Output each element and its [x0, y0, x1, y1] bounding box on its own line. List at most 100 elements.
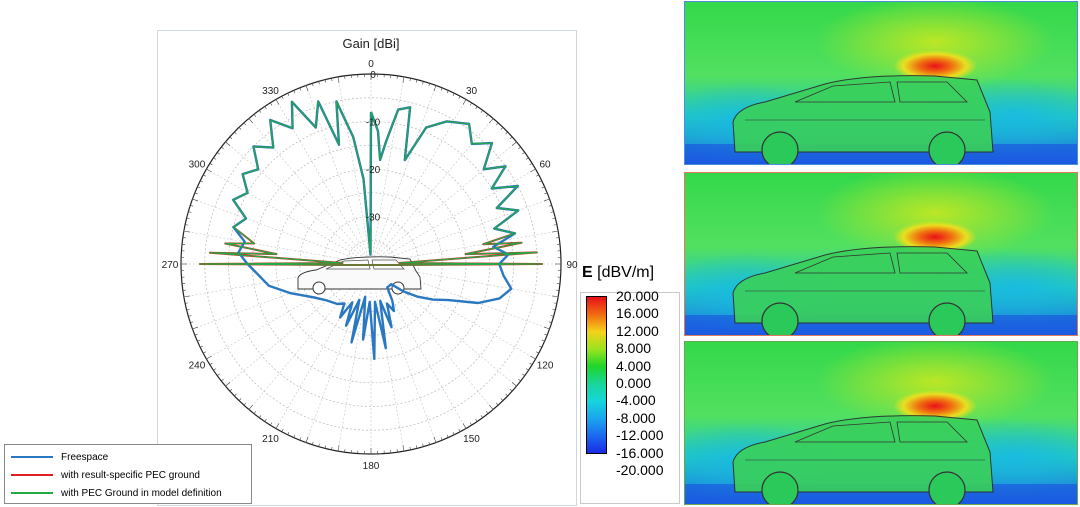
polar-minor-tick [259, 110, 261, 112]
polar-minor-tick [518, 147, 520, 149]
polar-minor-tick [210, 363, 213, 365]
polar-minor-tick [217, 152, 219, 154]
polar-minor-tick [489, 118, 493, 123]
polar-minor-tick [453, 93, 454, 96]
polar-minor-tick [476, 106, 478, 108]
polar-minor-tick [225, 142, 230, 146]
legend-item-freespace: Freespace [11, 448, 251, 466]
chart-legend: Freespace with result-specific PEC groun… [4, 444, 252, 504]
polar-minor-tick [282, 96, 283, 99]
polar-minor-tick [512, 142, 517, 146]
polar-minor-tick [234, 132, 236, 134]
legend-swatch-pec-ground [11, 474, 53, 476]
polar-minor-tick [288, 432, 289, 435]
polar-minor-tick [276, 423, 279, 428]
car-wheel [313, 282, 325, 294]
polar-minor-tick [200, 181, 203, 182]
polar-minor-tick [501, 127, 503, 129]
polar-minor-tick [522, 374, 524, 376]
polar-minor-tick [542, 187, 545, 188]
polar-minor-tick [184, 231, 190, 232]
angular-tick-label: 90 [566, 260, 578, 271]
polar-minor-tick [197, 187, 200, 188]
polar-minor-tick [200, 346, 203, 347]
legend-label-pec-model: with PEC Ground in model definition [61, 488, 222, 499]
polar-minor-tick [306, 85, 308, 91]
polar-minor-tick [319, 444, 320, 447]
angular-tick-label: 60 [540, 160, 552, 171]
polar-minor-tick [206, 356, 211, 359]
polar-minor-tick [552, 231, 558, 232]
field-plot-image [685, 2, 1078, 165]
colorbar-tick-label: -16.000 [616, 446, 663, 460]
polar-minor-tick [481, 415, 483, 417]
polar-minor-tick [221, 147, 223, 149]
angular-tick-label: 180 [363, 461, 380, 472]
polar-minor-tick [470, 103, 472, 106]
colorbar-quantity: E [582, 264, 593, 281]
polar-minor-tick [239, 127, 241, 129]
field-plot-pec-ground [684, 172, 1078, 336]
polar-minor-tick [206, 169, 211, 172]
field-plot-image [685, 342, 1078, 505]
polar-minor-tick [265, 419, 267, 421]
radial-tick-label: -30 [366, 213, 381, 224]
polar-minor-tick [486, 411, 488, 413]
colorbar-tick-label: 12.000 [616, 324, 659, 338]
polar-minor-tick [225, 382, 230, 386]
polar-grid-spoke [206, 169, 371, 264]
polar-minor-tick [403, 445, 404, 451]
colorbar-tick-label: -4.000 [616, 393, 656, 407]
polar-minor-tick [434, 85, 436, 91]
polar-minor-tick [239, 399, 241, 401]
colorbar-tick-label: -12.000 [616, 428, 663, 442]
colorbar-tick-label: 8.000 [616, 341, 651, 355]
polar-minor-tick [249, 118, 253, 123]
polar-minor-tick [459, 429, 460, 432]
polar-minor-tick [486, 114, 488, 116]
polar-minor-tick [294, 435, 295, 438]
angular-tick-label: 210 [262, 434, 279, 445]
series-line-0 [233, 101, 518, 359]
polar-minor-tick [270, 103, 272, 106]
polar-minor-tick [197, 340, 200, 341]
angular-tick-label: 330 [262, 86, 279, 97]
chart-title: Gain [dBi] [342, 36, 399, 51]
polar-minor-tick [276, 99, 279, 104]
colorbar-tick-label: -8.000 [616, 411, 656, 425]
polar-minor-tick [536, 352, 539, 353]
colorbar-tick-label: 0.000 [616, 376, 651, 390]
polar-minor-tick [294, 90, 295, 93]
polar-minor-tick [536, 175, 539, 176]
colorbar-tick-label: 4.000 [616, 359, 651, 373]
legend-item-pec-ground: with result-specific PEC ground [11, 466, 251, 484]
polar-minor-tick [470, 423, 472, 426]
field-plot-freespace [684, 1, 1078, 165]
polar-minor-tick [447, 435, 448, 438]
angular-tick-label: 150 [463, 434, 480, 445]
polar-minor-tick [306, 437, 308, 443]
polar-minor-tick [530, 169, 535, 172]
polar-minor-tick [518, 379, 520, 381]
legend-swatch-freespace [11, 456, 53, 458]
polar-minor-tick [192, 199, 198, 201]
polar-minor-tick [254, 411, 256, 413]
legend-label-pec-ground: with result-specific PEC ground [61, 470, 200, 481]
angular-tick-label: 120 [537, 361, 554, 372]
radial-tick-label: 0 [370, 70, 376, 81]
polar-minor-tick [210, 163, 213, 165]
polar-minor-tick [506, 132, 508, 134]
polar-minor-tick [530, 363, 533, 365]
polar-minor-tick [496, 403, 498, 405]
polar-minor-tick [203, 175, 206, 176]
polar-minor-tick [203, 352, 206, 353]
polar-minor-tick [434, 437, 436, 443]
polar-minor-tick [539, 346, 542, 347]
polar-minor-tick [476, 419, 478, 421]
polar-minor-tick [188, 316, 191, 317]
polar-minor-tick [244, 403, 246, 405]
polar-minor-tick [270, 423, 272, 426]
polar-minor-tick [526, 158, 528, 160]
polar-minor-tick [501, 399, 503, 401]
